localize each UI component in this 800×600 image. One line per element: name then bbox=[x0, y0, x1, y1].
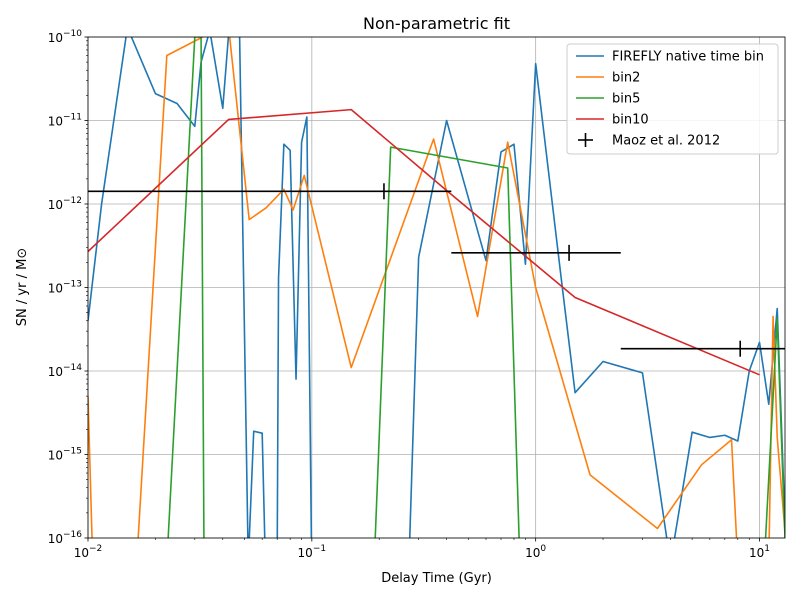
reference-layer bbox=[88, 183, 785, 357]
y-tick-label: 10−16 bbox=[48, 530, 83, 546]
x-axis-label: Delay Time (Gyr) bbox=[381, 571, 492, 586]
y-tick-label: 10−11 bbox=[48, 113, 82, 129]
series-line-bin5 bbox=[167, 37, 785, 538]
x-tick-label: 100 bbox=[525, 544, 546, 560]
x-tick-label: 10−2 bbox=[74, 544, 103, 560]
legend: FIREFLY native time bin bin2 bin5 bin10 Maoz… bbox=[566, 43, 779, 155]
legend-box bbox=[566, 43, 779, 155]
series-line-bin10 bbox=[88, 108, 760, 376]
y-tick-label: 10−12 bbox=[48, 196, 82, 212]
legend-label: bin2 bbox=[612, 71, 640, 86]
x-axis: 10−2 10−1 100 101 bbox=[74, 538, 770, 560]
legend-label: FIREFLY native time bin bbox=[612, 50, 764, 65]
legend-label: Maoz et al. 2012 bbox=[612, 134, 720, 149]
series-line-firefly-native-time-bin bbox=[88, 37, 785, 538]
legend-label: bin10 bbox=[612, 113, 649, 128]
series-layer bbox=[88, 37, 785, 538]
y-tick-label: 10−13 bbox=[48, 280, 82, 296]
chart-title: Non-parametric fit bbox=[363, 14, 510, 33]
y-axis: 10−16 10−15 10−14 10−13 10−12 10−11 10−10 bbox=[48, 29, 88, 546]
y-tick-label: 10−14 bbox=[48, 363, 83, 379]
legend-label: bin5 bbox=[612, 92, 640, 107]
y-tick-label: 10−10 bbox=[48, 29, 83, 45]
x-tick-label: 101 bbox=[749, 544, 770, 560]
y-tick-label: 10−15 bbox=[48, 447, 82, 463]
y-axis-label: SN / yr / M⊙ bbox=[15, 248, 30, 326]
x-tick-label: 10−1 bbox=[298, 544, 327, 560]
series-line-bin2 bbox=[88, 37, 785, 538]
